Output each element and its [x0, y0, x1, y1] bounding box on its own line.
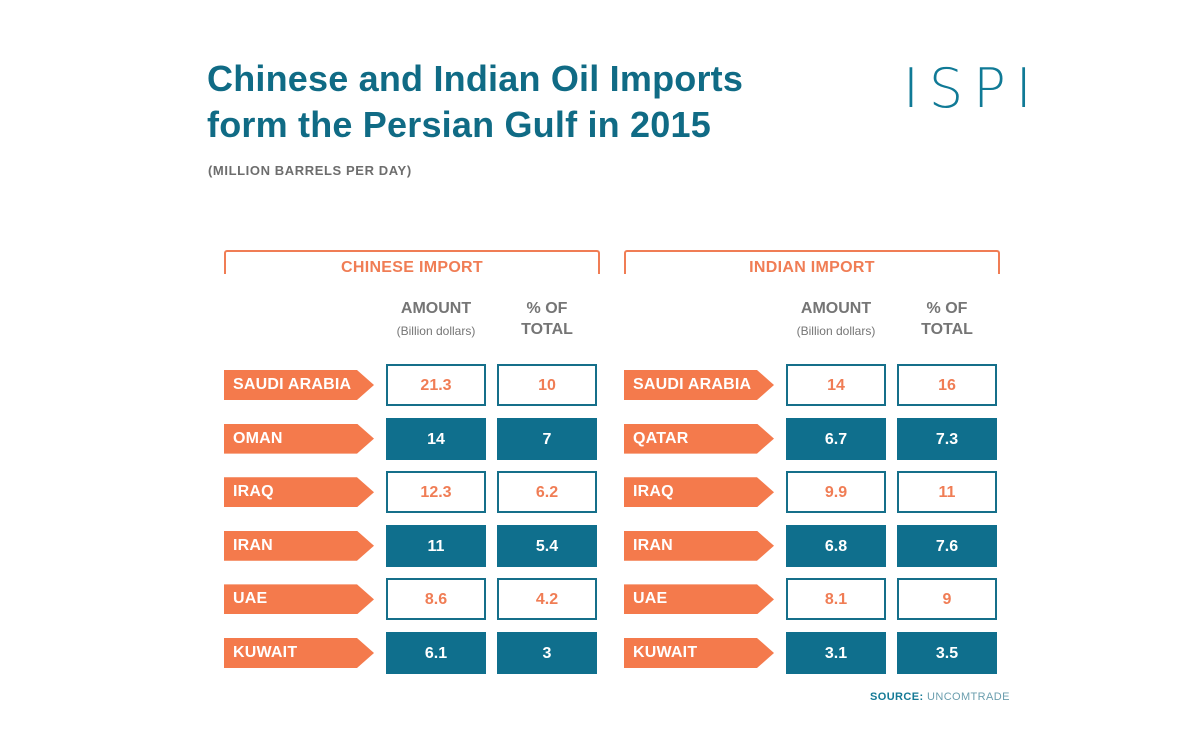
- country-label: SAUDI ARABIA: [624, 370, 774, 400]
- amount-cell: 6.1: [386, 632, 486, 674]
- amount-cell: 14: [386, 417, 486, 460]
- table-row: UAE 8.1 9: [624, 578, 998, 621]
- amount-column-header: AMOUNT (Billion dollars): [386, 298, 486, 339]
- percent-cell: 9: [897, 578, 997, 621]
- percent-cell: 5.4: [497, 524, 597, 567]
- panel-bracket: [224, 250, 600, 274]
- percent-cell: 16: [897, 364, 997, 406]
- country-label: QATAR: [624, 423, 774, 454]
- panel-title: CHINESE IMPORT: [341, 259, 483, 276]
- table-row: IRAN 6.8 7.6: [624, 524, 998, 567]
- amount-header-label: AMOUNT: [800, 300, 872, 317]
- amount-cell: 6.7: [786, 417, 886, 460]
- country-label: KUWAIT: [624, 638, 774, 668]
- table-row: UAE 8.6 4.2: [224, 578, 598, 621]
- amount-cell: 6.8: [786, 524, 886, 567]
- amount-cell: 3.1: [786, 632, 886, 674]
- table-row: OMAN 14 7: [224, 417, 598, 460]
- amount-cell: 8.1: [786, 578, 886, 621]
- country-label: IRAQ: [624, 477, 774, 508]
- country-label: UAE: [624, 584, 774, 615]
- country-label: OMAN: [224, 423, 374, 454]
- amount-cell: 11: [386, 524, 486, 567]
- percent-cell: 7: [497, 417, 597, 460]
- percent-cell: 6.2: [497, 471, 597, 514]
- panel-title: INDIAN IMPORT: [749, 259, 875, 276]
- percent-column-header: % OF TOTAL: [897, 298, 997, 340]
- source-note: SOURCE: UNCOMTRADE: [870, 691, 1010, 703]
- table-row: QATAR 6.7 7.3: [624, 417, 998, 460]
- table-row: IRAQ 12.3 6.2: [224, 471, 598, 514]
- table-row: IRAN 11 5.4: [224, 524, 598, 567]
- percent-cell: 3: [497, 632, 597, 674]
- amount-cell: 21.3: [386, 364, 486, 406]
- table-row: IRAQ 9.9 11: [624, 471, 998, 514]
- country-label: IRAN: [224, 530, 374, 561]
- table-row: SAUDI ARABIA 21.3 10: [224, 364, 598, 406]
- chinese-import-panel: CHINESE IMPORT AMOUNT (Billion dollars) …: [224, 250, 600, 680]
- percent-cell: 7.3: [897, 417, 997, 460]
- country-label: IRAQ: [224, 477, 374, 508]
- percent-cell: 7.6: [897, 524, 997, 567]
- country-label: KUWAIT: [224, 638, 374, 668]
- amount-cell: 9.9: [786, 471, 886, 514]
- percent-cell: 11: [897, 471, 997, 514]
- source-label: SOURCE:: [870, 691, 924, 703]
- country-label: SAUDI ARABIA: [224, 370, 374, 400]
- country-label: IRAN: [624, 530, 774, 561]
- title-line-1: Chinese and Indian Oil Imports: [207, 58, 744, 99]
- units-subtitle: (MILLION BARRELS PER DAY): [208, 163, 412, 178]
- amount-cell: 8.6: [386, 578, 486, 621]
- percent-header-label: % OF TOTAL: [921, 300, 973, 338]
- table-row: KUWAIT 3.1 3.5: [624, 632, 998, 674]
- source-value: UNCOMTRADE: [927, 691, 1010, 703]
- country-label: UAE: [224, 584, 374, 615]
- ispi-logo: ISPI: [903, 57, 1042, 120]
- title-line-2: form the Persian Gulf in 2015: [207, 104, 711, 145]
- amount-cell: 12.3: [386, 471, 486, 514]
- table-row: SAUDI ARABIA 14 16: [624, 364, 998, 406]
- indian-import-panel: INDIAN IMPORT AMOUNT (Billion dollars) %…: [624, 250, 1000, 680]
- percent-column-header: % OF TOTAL: [497, 298, 597, 340]
- percent-cell: 3.5: [897, 632, 997, 674]
- panel-bracket: [624, 250, 1000, 274]
- percent-cell: 10: [497, 364, 597, 406]
- chart-title: Chinese and Indian Oil Imports form the …: [207, 56, 743, 148]
- amount-header-sublabel: (Billion dollars): [396, 324, 476, 338]
- amount-cell: 14: [786, 364, 886, 406]
- table-row: KUWAIT 6.1 3: [224, 632, 598, 674]
- amount-column-header: AMOUNT (Billion dollars): [786, 298, 886, 339]
- amount-header-label: AMOUNT: [400, 300, 472, 317]
- percent-header-label: % OF TOTAL: [521, 300, 573, 338]
- amount-header-sublabel: (Billion dollars): [796, 324, 876, 338]
- percent-cell: 4.2: [497, 578, 597, 621]
